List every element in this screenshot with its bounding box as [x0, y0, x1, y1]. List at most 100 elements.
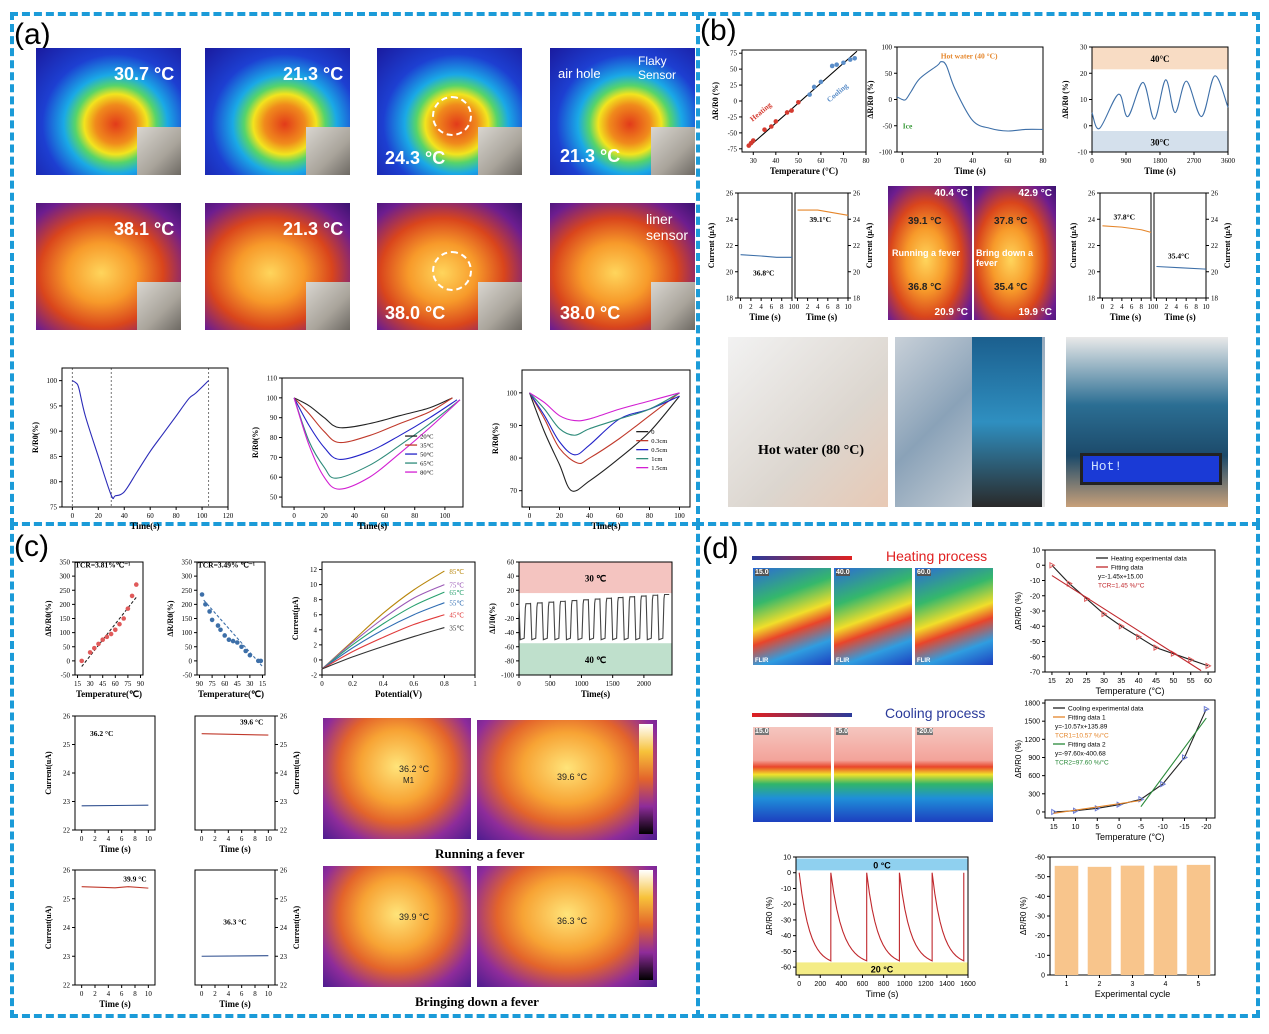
- x-tick-label: 80: [411, 512, 419, 520]
- y-tick-label: 1800: [1024, 701, 1040, 708]
- plot-frame: [1044, 699, 1216, 819]
- temp-label: -20.0: [917, 728, 933, 735]
- x-tick-label: 0: [1117, 824, 1121, 831]
- y-tick-label: -50: [183, 672, 193, 680]
- data-point: [226, 637, 232, 642]
- chart-c8: 0 2 4 6 8 10 22 23 24 25 26 Time (s) Current(uA) 36.3…: [194, 867, 301, 1009]
- x-tick-label: 4: [759, 303, 763, 311]
- y-tick-label: 23: [280, 798, 288, 806]
- series-line: [201, 733, 269, 736]
- y-tick-label: 50: [63, 643, 71, 651]
- y-tick-label: 90: [270, 414, 278, 422]
- y-axis-label: ΔI/I0(%): [488, 603, 497, 634]
- y-tick-label: -2: [311, 672, 317, 680]
- x-tick-label: 8: [253, 835, 257, 843]
- x-tick-label: 6: [826, 303, 830, 311]
- x-axis-label: Time (s): [866, 989, 899, 999]
- caption: Bring down a fever: [976, 248, 1033, 268]
- series-line: [321, 627, 445, 670]
- y-tick-label: 100: [507, 389, 518, 397]
- data-point: [834, 62, 839, 67]
- y-tick-label: 40: [507, 573, 515, 581]
- y-axis-label: ΔR/R0 (%): [1019, 897, 1028, 936]
- x-tick-label: 0: [71, 512, 75, 520]
- y-tick-label: 26: [63, 713, 71, 721]
- chart-svg: 0 20 40 60 80 100 120 75 80 85 90 95 100 Time(s) R/R0(…: [31, 367, 234, 531]
- y-tick-label: 24: [280, 924, 288, 932]
- y-tick-label: 70: [510, 487, 518, 495]
- y-tick-label: 18: [1211, 295, 1219, 303]
- x-tick-label: 0: [739, 303, 743, 311]
- y-tick-label: -25: [728, 113, 738, 121]
- x-tick-label: 40: [121, 512, 129, 520]
- y-tick-label: 10: [310, 581, 318, 589]
- y-tick-label: 0: [734, 98, 738, 106]
- x-tick-label: 10: [145, 835, 153, 843]
- y-axis-label: R/R0(%): [491, 423, 500, 454]
- y-tick-label: 24: [1088, 216, 1096, 224]
- x-tick-label: 4: [227, 835, 231, 843]
- data-point: [207, 609, 212, 614]
- x-axis-label: Time(s): [591, 521, 620, 531]
- y-tick-label: 22: [280, 982, 288, 990]
- heating-process-label: Heating process: [886, 548, 988, 564]
- temp-label: 21.3 °C: [283, 219, 344, 239]
- x-tick-label: 4: [107, 835, 111, 843]
- y-tick-label: 900: [1028, 755, 1040, 762]
- x-tick-label: -20: [1201, 824, 1211, 831]
- y-tick-label: -40: [1035, 894, 1045, 901]
- series-line: [528, 392, 680, 492]
- x-tick-label: 20: [95, 512, 103, 520]
- data-point: [847, 57, 853, 62]
- x-tick-label: 50: [795, 157, 803, 165]
- x-tick-label: -10: [1158, 824, 1168, 831]
- chart-b1: 30 40 50 60 70 80 -75 -50 -25 0 25 50 75 Temperature …: [711, 49, 870, 176]
- series-line: [896, 61, 1044, 132]
- data-point: [203, 602, 208, 607]
- x-tick-label: 60: [1204, 678, 1212, 685]
- x-tick-label: 8: [133, 990, 137, 998]
- x-tick-label: 30: [246, 680, 254, 688]
- series-label: 75℃: [449, 582, 464, 590]
- series-line: [293, 397, 461, 479]
- x-tick-label: 600: [857, 981, 869, 988]
- legend-label: 50°C: [420, 452, 433, 459]
- y-tick-label: -10: [781, 886, 791, 893]
- x-tick-label: 2700: [1187, 157, 1202, 165]
- x-axis-label: Potential(V): [375, 689, 422, 699]
- data-point: [784, 110, 790, 115]
- y-axis-label: ΔR/R0 (%): [1014, 592, 1023, 631]
- x-tick-label: 4: [1175, 303, 1179, 311]
- band-label: 30°C: [1150, 138, 1169, 148]
- y-tick-label: 25: [280, 895, 288, 903]
- data-marker: [1049, 561, 1056, 569]
- data-point: [818, 79, 824, 85]
- chart-b3: 40°C 30°C 0 900 1800 2700 3600 -10 0 10 20 30 Time (…: [1061, 44, 1236, 177]
- x-tick-label: 40: [586, 512, 594, 520]
- temp-label: 40.0: [836, 569, 850, 576]
- data-point: [87, 650, 93, 655]
- data-point: [234, 640, 240, 645]
- legend-label: 0: [651, 429, 654, 436]
- data-point: [852, 55, 858, 61]
- y-tick-label: 150: [60, 615, 71, 623]
- chart-d4: 1 2 3 4 5 0 -10 -20 -30 -40 -50 -60 Experimental cyc…: [1019, 855, 1216, 999]
- data-point: [841, 60, 846, 66]
- x-tick-label: 200: [814, 981, 826, 988]
- legend-label: 1.5cm: [651, 465, 667, 472]
- y-tick-label: 10: [783, 855, 791, 862]
- panel-label-b: (b): [700, 14, 737, 47]
- y-tick-label: 110: [267, 375, 278, 383]
- thermal-image: -5.0: [834, 727, 912, 822]
- thermal-hand-image: 40.4 °C 39.1 °C Running a fever 36.8 °C …: [888, 186, 972, 320]
- x-tick-label: 6: [120, 990, 124, 998]
- plot-frame: [1099, 192, 1152, 299]
- annotation: TCR=3.81%℃⁻¹: [75, 561, 130, 570]
- y-tick-label: 26: [1088, 190, 1096, 198]
- plot-frame: [321, 561, 476, 676]
- x-tick-label: 10: [265, 990, 273, 998]
- y-tick-label: 60: [270, 474, 278, 482]
